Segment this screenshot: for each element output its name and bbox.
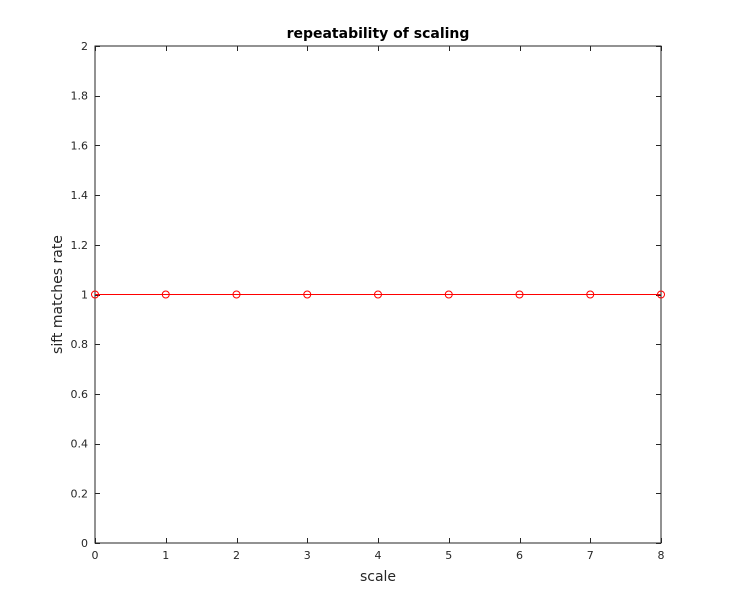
x-tick-label: 6 (516, 549, 523, 562)
chart-title: repeatability of scaling (287, 26, 470, 42)
data-point (374, 290, 382, 299)
data-point (161, 290, 170, 299)
y-tick-label: 0 (81, 537, 88, 550)
data-point (515, 290, 524, 299)
x-tick-label: 3 (304, 549, 311, 562)
x-axis-title: scale (360, 569, 396, 585)
x-tick-label: 1 (162, 549, 169, 562)
y-tick-label: 1 (81, 289, 88, 302)
x-tick-label: 2 (233, 549, 240, 562)
data-point (586, 290, 595, 299)
y-tick-label: 0.8 (71, 338, 89, 351)
data-point (303, 290, 312, 299)
y-tick-label: 1.6 (71, 139, 89, 152)
y-tick-label: 0.2 (71, 487, 89, 500)
y-tick-label: 1.2 (71, 239, 89, 252)
x-tick-label: 7 (587, 549, 594, 562)
x-tick-label: 8 (658, 549, 665, 562)
data-point (444, 290, 453, 299)
y-tick-label: 0.4 (71, 438, 89, 451)
data-point (657, 290, 665, 299)
y-tick-label: 2 (81, 40, 88, 53)
x-tick-label: 4 (375, 549, 382, 562)
series-layer (91, 290, 665, 299)
y-axis-title: sift matches rate (50, 235, 66, 354)
y-tick-label: 1.8 (71, 90, 89, 103)
y-axis-ticks: 0 0.2 0.4 0.6 0.8 1 1.2 1.4 1.6 1.8 2 (71, 40, 661, 550)
x-axis-ticks: 0 1 2 3 4 5 6 7 8 (92, 46, 665, 562)
data-point (232, 290, 241, 299)
y-tick-label: 1.4 (71, 189, 89, 202)
x-tick-label: 0 (92, 549, 99, 562)
y-tick-label: 0.6 (71, 388, 89, 401)
x-tick-label: 5 (445, 549, 452, 562)
data-point (91, 290, 99, 299)
